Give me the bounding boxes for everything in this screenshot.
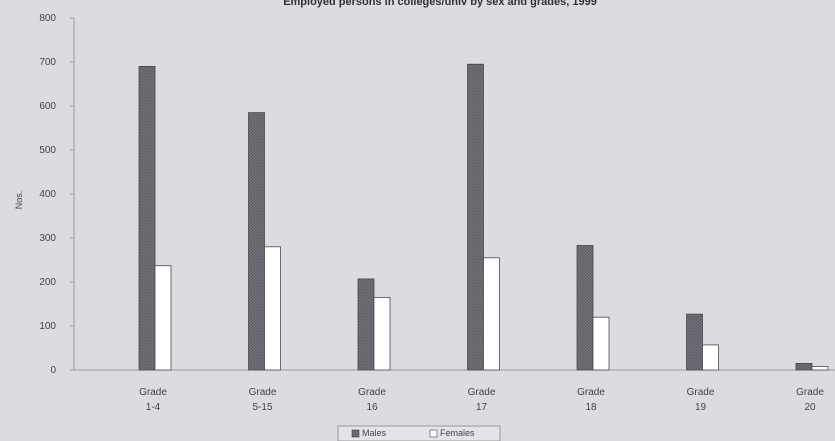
x-tick-label: Grade [139, 387, 167, 398]
bar-females-grade-20 [811, 366, 829, 371]
legend-swatch-females [429, 429, 438, 438]
legend-box [337, 425, 501, 441]
y-axis-title: Nos. [14, 191, 24, 210]
x-tick-label: 19 [695, 402, 707, 413]
legend-label-females: Females [440, 428, 475, 438]
bar-males-grade-19 [686, 313, 703, 371]
y-tick-label: 300 [39, 233, 56, 244]
y-tick-label: 700 [39, 57, 56, 68]
bar-males-grade-1-4 [138, 66, 156, 371]
x-tick-label: 18 [585, 402, 597, 413]
x-tick-label: 5-15 [252, 402, 272, 413]
bar-males-grade-20 [795, 362, 813, 371]
chart-title: Employed persons in colleges/univ by sex… [283, 0, 597, 8]
y-tick-label: 500 [39, 145, 56, 156]
x-tick-label: 17 [476, 402, 488, 413]
bar-males-grade-16 [357, 278, 375, 371]
bar-females-grade-17 [483, 257, 500, 371]
bar-females-grade-5-15 [264, 246, 281, 371]
y-tick-label: 0 [50, 365, 56, 376]
bars [138, 63, 829, 371]
y-tick-label: 400 [39, 189, 56, 200]
x-tick-label: Grade [468, 387, 496, 398]
bar-males-grade-17 [467, 63, 484, 371]
y-tick-label: 100 [39, 321, 56, 332]
x-tick-label: Grade [577, 387, 605, 398]
bar-females-grade-19 [702, 344, 719, 371]
bar-males-grade-5-15 [248, 112, 265, 371]
x-axis-labels: Grade 1-4 Grade 5-15 Grade 16 Grade 17 Grade 18 Gr… [139, 387, 824, 413]
x-tick-label: Grade [796, 387, 824, 398]
bar-females-grade-16 [373, 296, 391, 371]
y-tick-label: 200 [39, 277, 56, 288]
legend: Males Females [337, 425, 501, 441]
x-tick-label: Grade [249, 387, 277, 398]
x-tick-label: 20 [804, 402, 816, 413]
x-tick-label: 1-4 [146, 402, 161, 413]
y-tick-label: 800 [39, 13, 56, 24]
legend-label-males: Males [362, 428, 387, 438]
y-tick-label: 600 [39, 101, 56, 112]
y-axis: 0 100 200 300 400 500 600 700 800 [39, 13, 74, 376]
x-tick-label: 16 [366, 402, 378, 413]
bar-females-grade-18 [592, 316, 610, 371]
bar-females-grade-1-4 [154, 265, 172, 371]
x-tick-label: Grade [687, 387, 715, 398]
legend-swatch-males [351, 429, 360, 438]
x-tick-label: Grade [358, 387, 386, 398]
bar-males-grade-18 [576, 245, 594, 371]
